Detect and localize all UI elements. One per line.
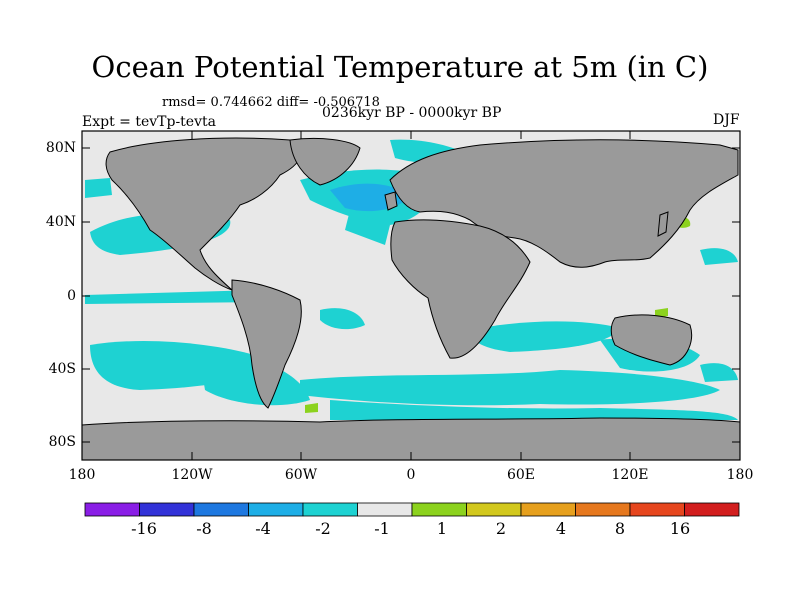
land-greenland	[289, 137, 361, 186]
map-title: Ocean Potential Temperature at 5m (in C)	[91, 50, 709, 84]
period-text: 0236kyr BP - 0000kyr BP	[322, 105, 502, 121]
colorbar-box	[302, 502, 358, 517]
lat-tick-label: 80S	[48, 434, 76, 450]
colorbar-box	[411, 502, 467, 517]
colorbar-box	[466, 502, 522, 517]
lon-tick-label: 180	[726, 467, 754, 483]
lon-tick-label: 60W	[284, 467, 318, 483]
colorbar-label: 1	[436, 519, 448, 538]
colorbar-box	[575, 502, 631, 517]
lon-tick-label: 180	[68, 467, 96, 483]
colorbar-label: -1	[374, 519, 390, 538]
experiment-label: Expt = tevTp-tevta	[82, 114, 216, 130]
lon-tick-label: 60E	[506, 467, 536, 483]
colorbar-label: 8	[614, 519, 626, 538]
colorbar-box	[193, 502, 249, 517]
lon-tick-label: 120W	[171, 467, 213, 483]
lon-tick-label: 0	[406, 467, 416, 483]
colorbar-label: -2	[315, 519, 331, 538]
colorbar-box	[629, 502, 685, 517]
land-japan	[657, 211, 669, 237]
land-australia	[610, 314, 693, 366]
colorbar-label: 16	[669, 519, 691, 538]
colorbar-label: -16	[131, 519, 157, 538]
colorbar-box	[248, 502, 304, 517]
colorbar-box	[684, 502, 740, 517]
stats-text: rmsd= 0.744662 diff= -0.506718	[162, 95, 380, 110]
lat-tick-label: 40S	[48, 361, 76, 377]
lon-tick-label: 120E	[611, 467, 649, 483]
land-masses	[81, 137, 741, 461]
colorbar-label: 4	[555, 519, 567, 538]
land-uk	[384, 191, 398, 211]
land-eurasia	[389, 139, 739, 268]
colorbar-label: -8	[196, 519, 212, 538]
lat-tick-label: 40N	[45, 214, 76, 230]
axis-ticks	[81, 131, 740, 460]
colorbar-box	[84, 502, 140, 517]
lat-tick-label: 0	[67, 288, 76, 304]
colorbar	[84, 502, 740, 517]
colorbar-label: -4	[255, 519, 271, 538]
colorbar-box	[139, 502, 195, 517]
land-antarctica	[81, 417, 741, 461]
land-africa	[390, 219, 531, 359]
land-south-america	[231, 279, 302, 409]
colorbar-box	[357, 502, 413, 517]
colorbar-label: 2	[495, 519, 507, 538]
season-label: DJF	[713, 112, 740, 128]
lat-tick-label: 80N	[45, 140, 76, 156]
colorbar-box	[520, 502, 576, 517]
